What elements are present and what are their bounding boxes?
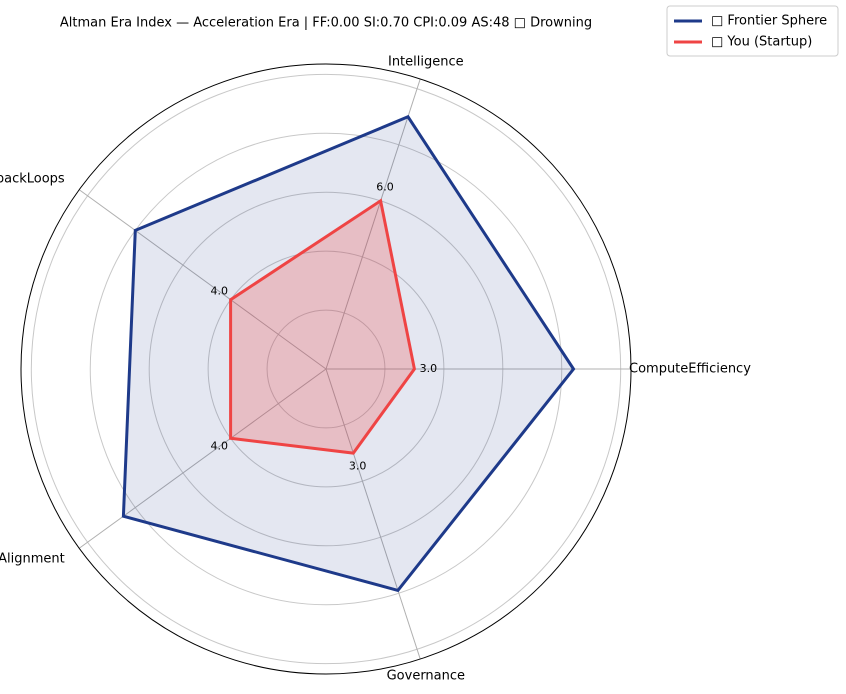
category-label: Intelligence (388, 54, 464, 69)
data-label: 3.0 (349, 459, 367, 472)
chart-title: Altman Era Index — Acceleration Era | FF… (60, 16, 592, 31)
series-line (121, 114, 576, 593)
spoke (78, 368, 327, 549)
legend-box (666, 5, 839, 57)
data-label: 6.0 (376, 181, 394, 194)
legend: □ Frontier Sphere □ You (Startup) (666, 5, 839, 57)
legend-label: □ Frontier Sphere (711, 14, 827, 29)
series-area (230, 200, 415, 454)
category-label: Alignment (0, 551, 65, 566)
outer-frame (20, 63, 632, 675)
spoke (325, 78, 421, 370)
spoke (325, 368, 421, 660)
category-label: ComputeEfficiency (629, 362, 751, 377)
series-line (229, 198, 417, 455)
data-label: 3.0 (420, 362, 438, 375)
data-label: 4.0 (211, 284, 229, 297)
series-area (123, 116, 574, 591)
category-label: Governance (387, 669, 465, 684)
spoke (78, 189, 327, 370)
category-label: FeedbackLoops (0, 172, 65, 187)
data-label: 4.0 (211, 440, 229, 453)
legend-label: □ You (Startup) (711, 35, 812, 50)
